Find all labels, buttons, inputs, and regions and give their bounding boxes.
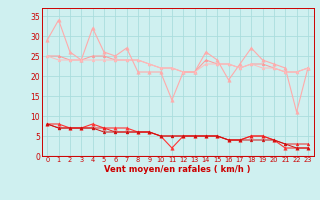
X-axis label: Vent moyen/en rafales ( km/h ): Vent moyen/en rafales ( km/h )	[104, 165, 251, 174]
